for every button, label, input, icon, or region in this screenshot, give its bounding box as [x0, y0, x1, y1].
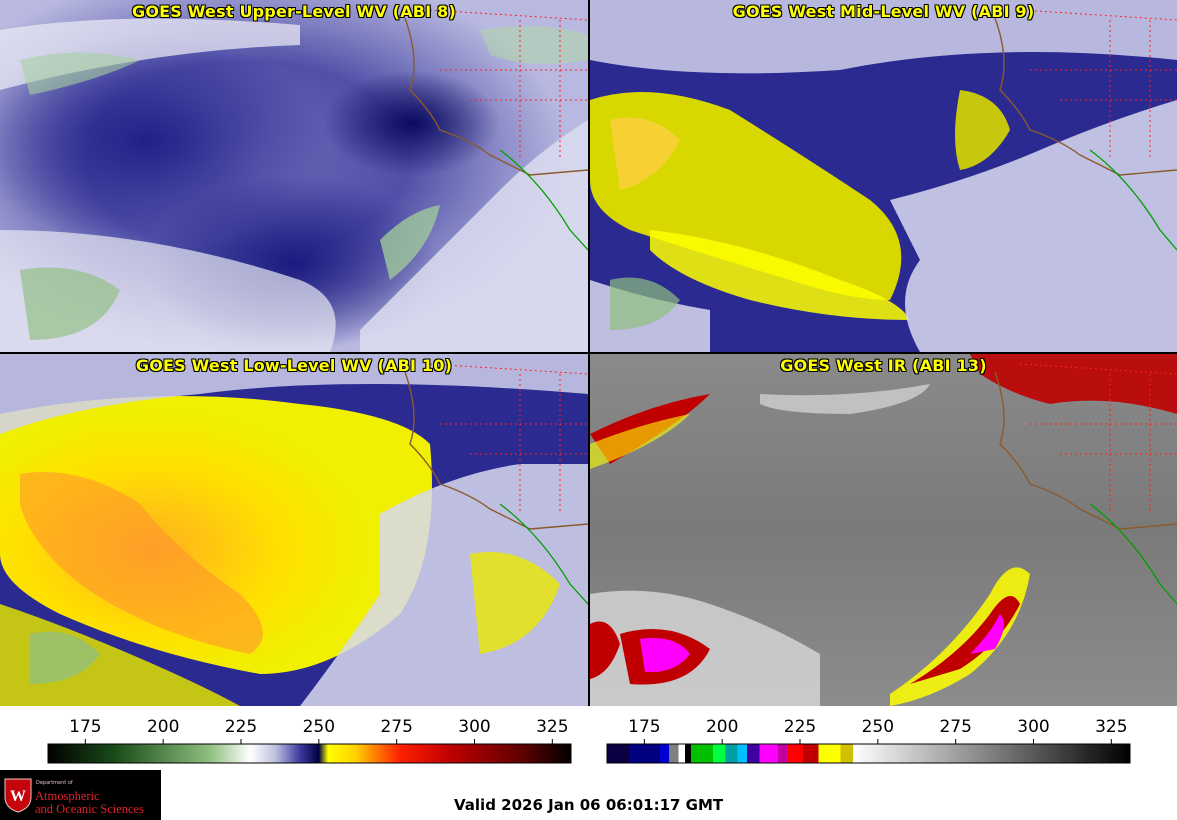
ir-colorbar-tick-label: 225 [784, 717, 816, 737]
ir-image [590, 354, 1177, 706]
ir-title: GOES West IR (ABI 13) [780, 356, 987, 375]
logo-department-text: Department of [36, 780, 73, 786]
ir-colorbar-svg: 175 200 225 250 275 300 325 [606, 717, 1131, 764]
logo-oceanic-text: and Oceanic Sciences [35, 802, 144, 816]
wv-colorbar-tick-label: 175 [69, 717, 101, 737]
wv-colorbar-svg: 175 200 225 250 275 300 325 [47, 717, 572, 764]
svg-text:W: W [10, 788, 26, 805]
upper-level-wv-panel: GOES West Upper-Level WV (ABI 8) [0, 0, 588, 352]
upper-level-wv-image [0, 0, 588, 352]
wv-colorbar: 175 200 225 250 275 300 325 [0, 706, 588, 768]
low-level-wv-panel: GOES West Low-Level WV (ABI 10) [0, 354, 588, 706]
ir-colorbar-gradient [606, 743, 1131, 764]
mid-level-wv-panel: GOES West Mid-Level WV (ABI 9) [590, 0, 1177, 352]
low-level-wv-image [0, 354, 588, 706]
wv-colorbar-gradient [47, 743, 572, 764]
uw-crest-icon: W [4, 778, 32, 813]
ir-colorbar-tick-label: 250 [862, 717, 894, 737]
ir-colorbar-tick-label: 275 [939, 717, 971, 737]
aos-logo: W Department of Atmospheric and Oceanic … [0, 770, 161, 820]
ir-colorbar-tick-label: 200 [706, 717, 738, 737]
ir-colorbar: 175 200 225 250 275 300 325 [590, 706, 1177, 768]
wv-colorbar-tick-label: 225 [225, 717, 257, 737]
ir-colorbar-tick-label: 300 [1017, 717, 1049, 737]
mid-level-wv-image [590, 0, 1177, 352]
valid-time: Valid 2026 Jan 06 06:01:17 GMT [454, 796, 724, 814]
ir-colorbar-tick-label: 175 [628, 717, 660, 737]
wv-colorbar-tick-label: 275 [380, 717, 412, 737]
ir-colorbar-tick-label: 325 [1095, 717, 1127, 737]
low-level-wv-title: GOES West Low-Level WV (ABI 10) [135, 356, 453, 375]
upper-level-wv-title: GOES West Upper-Level WV (ABI 8) [132, 2, 456, 21]
wv-colorbar-tick-label: 200 [147, 717, 179, 737]
mid-level-wv-title: GOES West Mid-Level WV (ABI 9) [732, 2, 1035, 21]
panel-divider-horizontal [0, 352, 1177, 354]
logo-atmospheric-text: Atmospheric [35, 789, 100, 803]
wv-colorbar-tick-label: 250 [303, 717, 335, 737]
wv-colorbar-tick-label: 325 [536, 717, 568, 737]
wv-colorbar-tick-label: 300 [458, 717, 490, 737]
ir-panel: GOES West IR (ABI 13) [590, 354, 1177, 706]
